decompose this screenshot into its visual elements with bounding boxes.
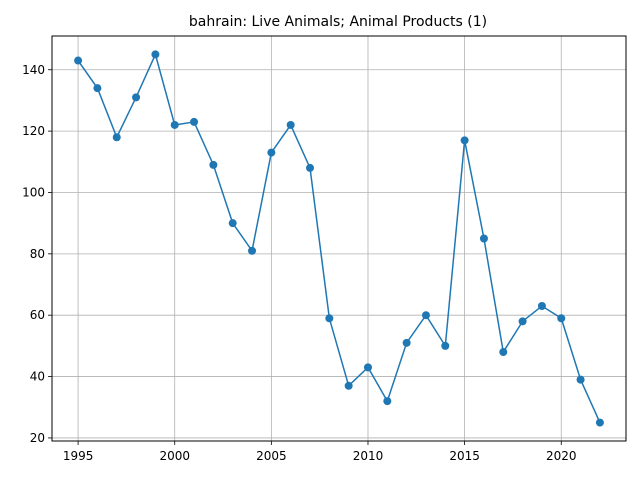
chart-title: bahrain: Live Animals; Animal Products (… — [189, 14, 487, 30]
data-point — [325, 314, 334, 323]
data-point — [74, 56, 83, 65]
data-point — [518, 317, 527, 326]
data-point — [499, 348, 508, 357]
x-tick-label: 2000 — [159, 449, 190, 463]
data-point — [170, 120, 179, 129]
data-point — [402, 338, 411, 347]
y-tick-label: 20 — [30, 431, 45, 445]
data-point — [479, 234, 488, 243]
y-tick-label: 140 — [22, 63, 45, 77]
data-point — [383, 397, 392, 406]
data-point — [151, 50, 160, 59]
x-tick-label: 2020 — [546, 449, 577, 463]
x-tick-label: 2005 — [256, 449, 287, 463]
y-tick-label: 80 — [30, 247, 45, 261]
data-point — [286, 120, 295, 129]
data-point — [93, 84, 102, 93]
data-point — [537, 302, 546, 310]
data-point — [363, 363, 372, 372]
grid — [52, 36, 626, 441]
data-point — [132, 93, 141, 102]
y-tick-label: 120 — [22, 124, 45, 138]
series-polyline — [77, 52, 601, 423]
x-tick-label: 2015 — [449, 449, 480, 463]
y-tick-label: 100 — [22, 185, 45, 199]
data-point — [557, 314, 566, 323]
data-point — [576, 375, 585, 384]
data-point — [306, 163, 315, 172]
data-point — [421, 311, 430, 320]
data-point — [190, 117, 199, 126]
x-axis: 1995 2000 2005 2010 2015 2020 — [63, 441, 577, 463]
data-point — [209, 160, 218, 169]
data-points — [74, 50, 604, 427]
x-tick-label: 1995 — [63, 449, 94, 463]
series-line — [77, 52, 601, 423]
data-point — [112, 133, 121, 142]
y-tick-label: 40 — [30, 370, 45, 384]
data-point — [595, 418, 604, 427]
data-point — [228, 219, 237, 228]
data-point — [344, 381, 353, 390]
y-tick-label: 60 — [30, 308, 45, 322]
plot-frame — [51, 35, 627, 442]
y-axis: 20 40 60 80 100 120 140 — [22, 63, 52, 445]
data-point — [441, 341, 450, 350]
data-point — [267, 148, 276, 157]
data-point — [248, 246, 257, 255]
x-tick-label: 2010 — [353, 449, 384, 463]
data-point — [460, 136, 469, 145]
